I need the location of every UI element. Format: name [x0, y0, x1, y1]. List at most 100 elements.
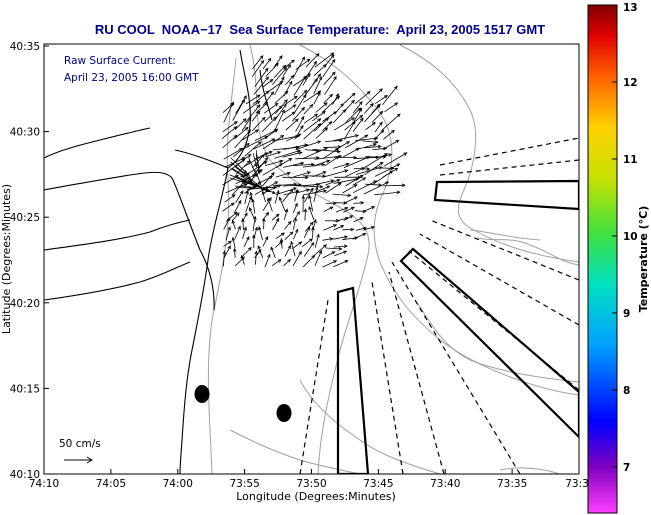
- current-vector: [242, 247, 252, 257]
- current-vector: [252, 90, 270, 105]
- current-vector-head: [275, 62, 279, 67]
- current-vector-head: [350, 227, 355, 232]
- current-vector: [234, 129, 251, 149]
- current-vector-head: [333, 111, 338, 115]
- current-vector-head: [287, 220, 292, 225]
- current-vector-head: [376, 104, 381, 109]
- current-vector-head: [351, 92, 356, 97]
- current-vector-head: [383, 153, 388, 157]
- current-vector-head: [244, 126, 249, 131]
- current-vector-head: [325, 117, 330, 121]
- current-vector-head: [283, 103, 287, 108]
- current-vector: [285, 95, 298, 105]
- current-vector-head: [298, 250, 302, 255]
- current-vector: [224, 157, 245, 168]
- current-vector-head: [373, 180, 378, 184]
- current-vector-head: [379, 121, 383, 126]
- current-vector-head: [346, 141, 351, 145]
- current-vector-head: [322, 171, 327, 175]
- current-vector-head: [274, 102, 279, 107]
- current-vector-head: [322, 63, 327, 68]
- current-vector-head: [337, 182, 342, 186]
- current-vector: [345, 107, 361, 123]
- current-vector: [241, 255, 245, 265]
- current-vector-head: [317, 140, 322, 144]
- current-vector: [254, 68, 269, 87]
- current-vector: [345, 167, 365, 178]
- colorbar-tick-label: 10: [623, 231, 638, 243]
- current-vector-head: [256, 94, 261, 99]
- current-vector-head: [268, 196, 272, 201]
- current-vector-head: [329, 237, 334, 241]
- current-vector: [293, 217, 297, 230]
- current-vector-head: [371, 226, 376, 230]
- current-vector-head: [261, 190, 266, 195]
- current-vector: [314, 250, 322, 267]
- current-vector-head: [284, 90, 289, 95]
- current-vector-head: [362, 209, 367, 214]
- y-tick-label: 40:20: [10, 298, 40, 310]
- current-vector: [305, 61, 317, 79]
- current-vector: [383, 129, 395, 140]
- current-vector-head: [269, 175, 274, 180]
- current-vector-head: [351, 99, 355, 104]
- current-vector: [374, 95, 388, 105]
- map-title: RU COOL NOAA−17 Sea Surface Temperature:…: [94, 22, 546, 37]
- current-vector-head: [301, 106, 306, 111]
- current-vector-head: [318, 249, 322, 254]
- current-vector: [229, 177, 246, 183]
- current-vector: [381, 113, 401, 131]
- current-vector: [333, 178, 359, 184]
- current-vector: [303, 227, 310, 238]
- current-vector: [352, 177, 366, 186]
- current-vector: [295, 185, 323, 188]
- current-vector: [293, 229, 299, 240]
- current-vector: [284, 221, 292, 230]
- current-vector-head: [340, 103, 344, 107]
- x-tick-label: 74:10: [29, 478, 59, 490]
- current-vector: [235, 174, 256, 184]
- current-vector-head: [377, 144, 382, 149]
- current-vector-head: [268, 151, 273, 155]
- current-vector: [290, 241, 296, 257]
- current-vector: [322, 260, 337, 268]
- current-vector: [262, 236, 269, 247]
- current-vector: [323, 94, 333, 104]
- current-vector-head: [351, 117, 356, 121]
- x-tick-label: 73:40: [430, 478, 460, 490]
- current-vector: [295, 157, 319, 160]
- current-vector-head: [293, 95, 298, 100]
- current-vector: [343, 156, 370, 169]
- current-vector: [232, 237, 236, 249]
- current-vector-head: [396, 113, 401, 118]
- current-vector-head: [319, 185, 324, 189]
- current-vector-head: [309, 221, 314, 226]
- current-vector: [354, 91, 371, 105]
- current-vector: [221, 126, 237, 139]
- current-vector-head: [303, 75, 307, 80]
- current-vector-head: [333, 75, 337, 80]
- current-vector-head: [342, 108, 347, 113]
- current-vector-head: [247, 246, 252, 251]
- y-tick-label: 40:15: [10, 383, 40, 395]
- current-vector-head: [336, 179, 341, 183]
- current-vector-head: [275, 217, 280, 222]
- current-vector-head: [231, 236, 236, 241]
- current-vector-head: [340, 225, 345, 229]
- current-vector: [282, 151, 302, 158]
- current-vector: [321, 95, 340, 113]
- current-vector: [313, 64, 327, 76]
- current-vector: [314, 117, 329, 132]
- current-vector-head: [355, 134, 360, 138]
- current-vector-head: [336, 95, 341, 100]
- scale-arrow: [64, 456, 93, 464]
- current-vector-head: [264, 67, 269, 72]
- current-vector: [274, 110, 285, 130]
- current-vector-head: [227, 240, 232, 245]
- current-vector: [261, 172, 275, 187]
- current-vector: [364, 103, 374, 114]
- colorbar-tick-label: 7: [623, 462, 630, 474]
- map-area: [44, 44, 579, 474]
- current-vector-head: [267, 253, 271, 258]
- colorbar-tick-label: 9: [623, 308, 630, 320]
